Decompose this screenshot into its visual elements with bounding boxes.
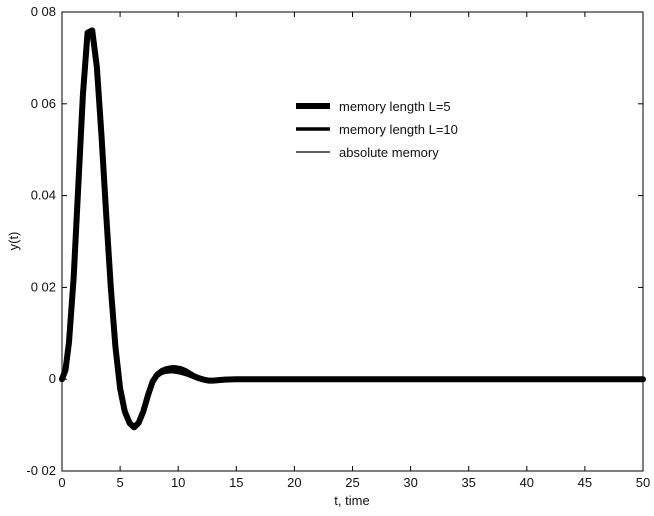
- y-tick-label: 0 08: [31, 4, 56, 19]
- legend-label-2: memory length L=10: [339, 122, 458, 137]
- series-line-1: [59, 27, 646, 431]
- y-tick-label: 0 06: [31, 96, 56, 111]
- y-tick-label: 0: [49, 371, 56, 386]
- plot-area: [61, 11, 644, 472]
- y-tick-label: 0.04: [31, 188, 56, 203]
- legend-label-3: absolute memory: [339, 145, 439, 160]
- series-line-2: [60, 28, 645, 430]
- x-tick-label: 50: [636, 475, 650, 490]
- x-tick-label: 20: [287, 475, 301, 490]
- series-line-3: [61, 29, 644, 428]
- x-tick-label: 10: [171, 475, 185, 490]
- legend: memory length L=5 memory length L=10 absol…: [296, 99, 458, 160]
- x-tick-label: 45: [578, 475, 592, 490]
- y-tick-label: -0 02: [26, 463, 56, 478]
- series-lines: [59, 27, 646, 431]
- x-tick-label: 35: [461, 475, 475, 490]
- y-axis-ticks: -0 02 0 0 02 0.04 0 06 0 08: [26, 4, 643, 478]
- x-axis-label: t, time: [334, 493, 369, 508]
- x-tick-label: 30: [403, 475, 417, 490]
- x-tick-label: 25: [345, 475, 359, 490]
- x-tick-label: 5: [116, 475, 123, 490]
- x-tick-label: 0: [58, 475, 65, 490]
- y-axis-label: y(t): [6, 232, 21, 251]
- x-tick-label: 15: [229, 475, 243, 490]
- legend-label-1: memory length L=5: [339, 99, 451, 114]
- y-tick-label: 0 02: [31, 279, 56, 294]
- x-tick-label: 40: [520, 475, 534, 490]
- x-axis-ticks: 0 5 10 15 20 25 30 35 40 45 50: [58, 12, 650, 490]
